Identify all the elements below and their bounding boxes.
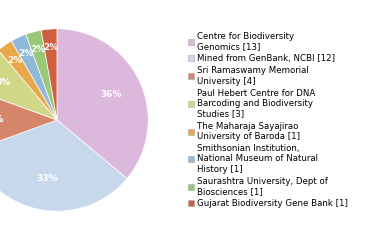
Text: 2%: 2% (19, 49, 34, 58)
Text: 2%: 2% (8, 56, 23, 65)
Wedge shape (57, 29, 148, 179)
Text: 11%: 11% (0, 115, 4, 125)
Text: 36%: 36% (100, 90, 122, 99)
Wedge shape (0, 89, 57, 151)
Text: 2%: 2% (30, 45, 46, 54)
Text: 2%: 2% (43, 43, 58, 52)
Wedge shape (11, 34, 57, 120)
Wedge shape (41, 29, 57, 120)
Wedge shape (26, 30, 57, 120)
Wedge shape (0, 120, 127, 211)
Text: 33%: 33% (36, 174, 57, 183)
Text: 8%: 8% (0, 78, 11, 87)
Wedge shape (0, 50, 57, 120)
Wedge shape (0, 41, 57, 120)
Legend: Centre for Biodiversity
Genomics [13], Mined from GenBank, NCBI [12], Sri Ramasw: Centre for Biodiversity Genomics [13], M… (187, 31, 349, 209)
